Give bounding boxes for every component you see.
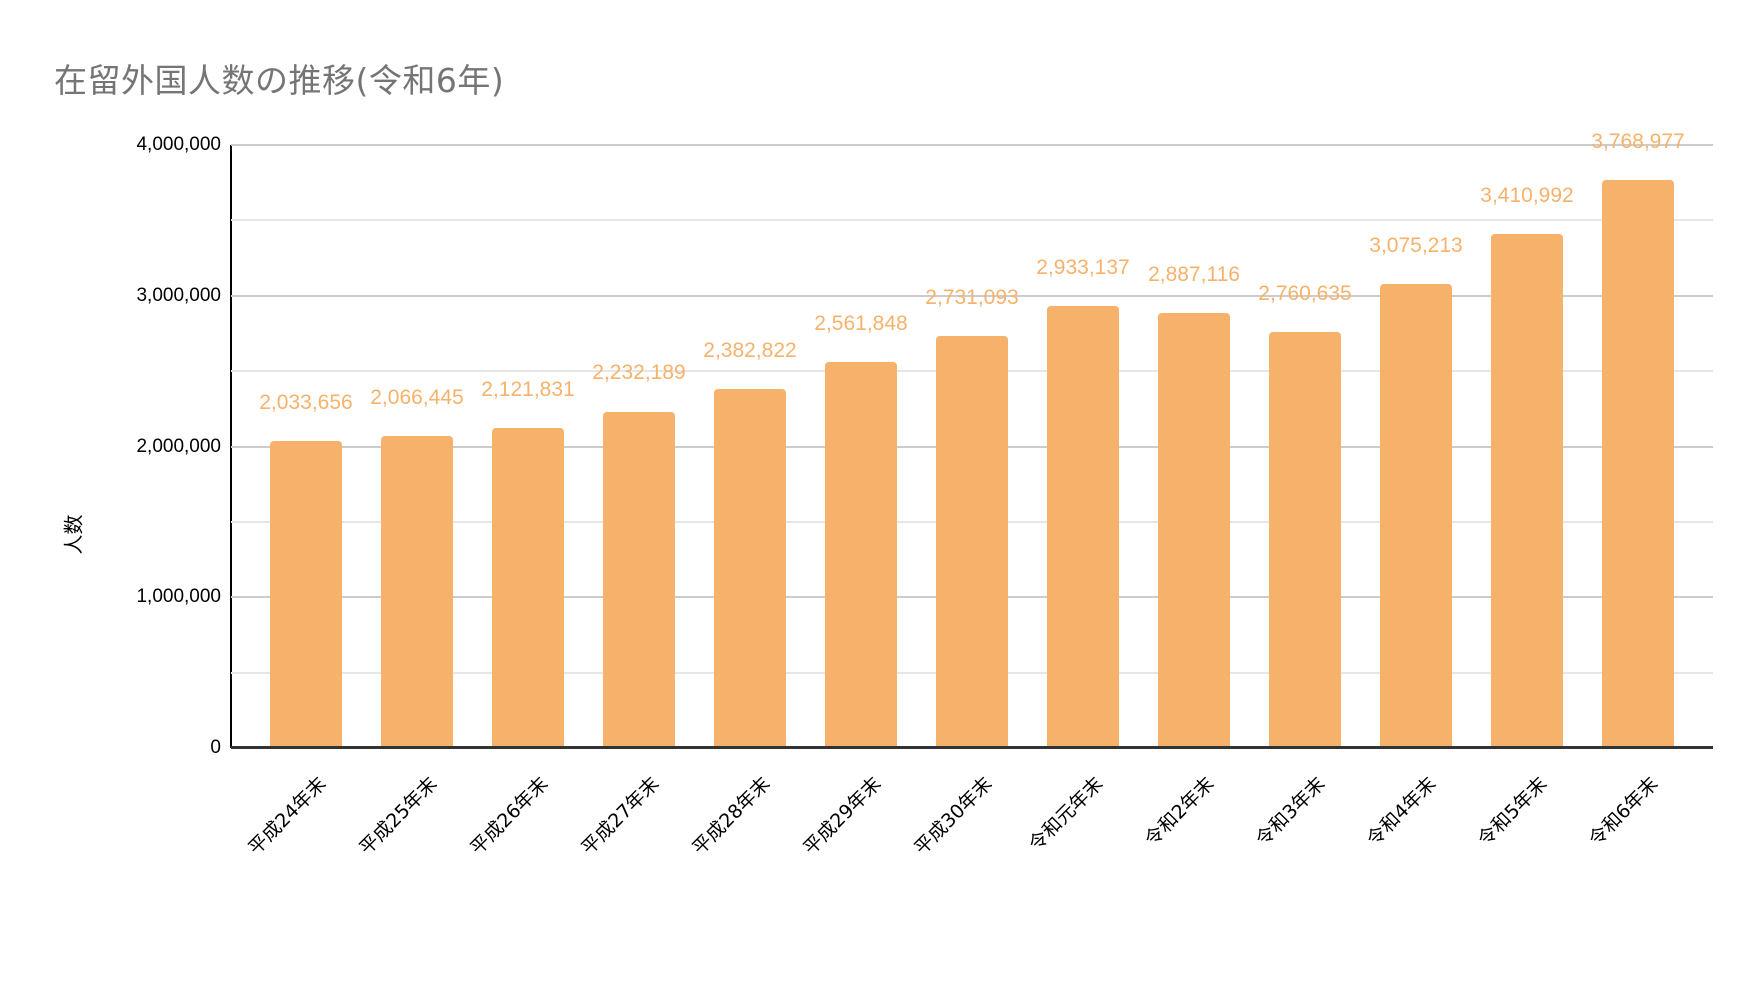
data-label: 2,933,137 [1036, 255, 1130, 279]
bar [1380, 284, 1452, 748]
bar [936, 336, 1008, 748]
x-tick-label: 令和元年末 [1024, 772, 1108, 856]
data-label: 2,561,848 [814, 311, 908, 335]
x-axis-line [231, 746, 1713, 749]
data-label: 3,075,213 [1369, 234, 1463, 258]
bar [1047, 305, 1119, 748]
x-tick-label: 平成25年末 [354, 772, 442, 860]
y-axis-label: 人数 [61, 514, 86, 555]
x-tick-label: 平成29年末 [798, 772, 886, 860]
minor-gridline [231, 219, 1713, 222]
bar [825, 361, 897, 748]
data-label: 2,887,116 [1148, 262, 1240, 286]
plot-area: 2,033,656 2,066,445 2,121,831 2,232,189 2,38… [230, 130, 1713, 749]
data-label: 2,121,831 [481, 378, 575, 402]
bar [492, 428, 564, 748]
x-tick-label: 令和2年末 [1140, 772, 1219, 851]
chart-title: 在留外国人数の推移(令和6年) [54, 61, 505, 100]
bar [1491, 233, 1563, 748]
y-tick-label: 4,000,000 [136, 134, 221, 155]
y-tick-label: 3,000,000 [136, 284, 221, 306]
data-label: 3,410,992 [1480, 183, 1574, 207]
data-label: 3,768,977 [1591, 129, 1685, 153]
x-tick-label: 令和4年末 [1362, 772, 1441, 851]
major-gridline [231, 144, 1713, 146]
data-label: 2,382,822 [703, 338, 797, 362]
x-tick-label: 平成27年末 [576, 772, 664, 860]
data-label: 2,033,656 [259, 391, 353, 415]
bar [381, 436, 453, 748]
data-label: 2,066,445 [370, 386, 464, 410]
data-label: 2,731,093 [925, 286, 1019, 310]
x-tick-label: 令和6年末 [1584, 772, 1663, 851]
major-gridline [231, 294, 1713, 297]
x-tick-label: 平成28年末 [687, 772, 775, 860]
bar [1158, 312, 1230, 748]
data-label: 2,232,189 [592, 361, 686, 385]
bar [1602, 179, 1674, 748]
x-tick-label: 平成24年末 [243, 772, 331, 860]
x-tick-label: 平成30年末 [909, 772, 997, 860]
y-tick-label: 2,000,000 [136, 435, 221, 457]
x-tick-label: 令和5年末 [1473, 772, 1552, 851]
y-tick-label: 1,000,000 [136, 586, 221, 608]
bar [1269, 331, 1341, 748]
x-tick-label: 平成26年末 [465, 772, 553, 860]
data-label: 2,760,635 [1258, 281, 1352, 305]
y-tick-label: 0 [210, 737, 221, 758]
bar [603, 411, 675, 748]
bar [270, 441, 342, 748]
x-tick-label: 令和3年末 [1251, 772, 1330, 851]
bar [714, 388, 786, 748]
